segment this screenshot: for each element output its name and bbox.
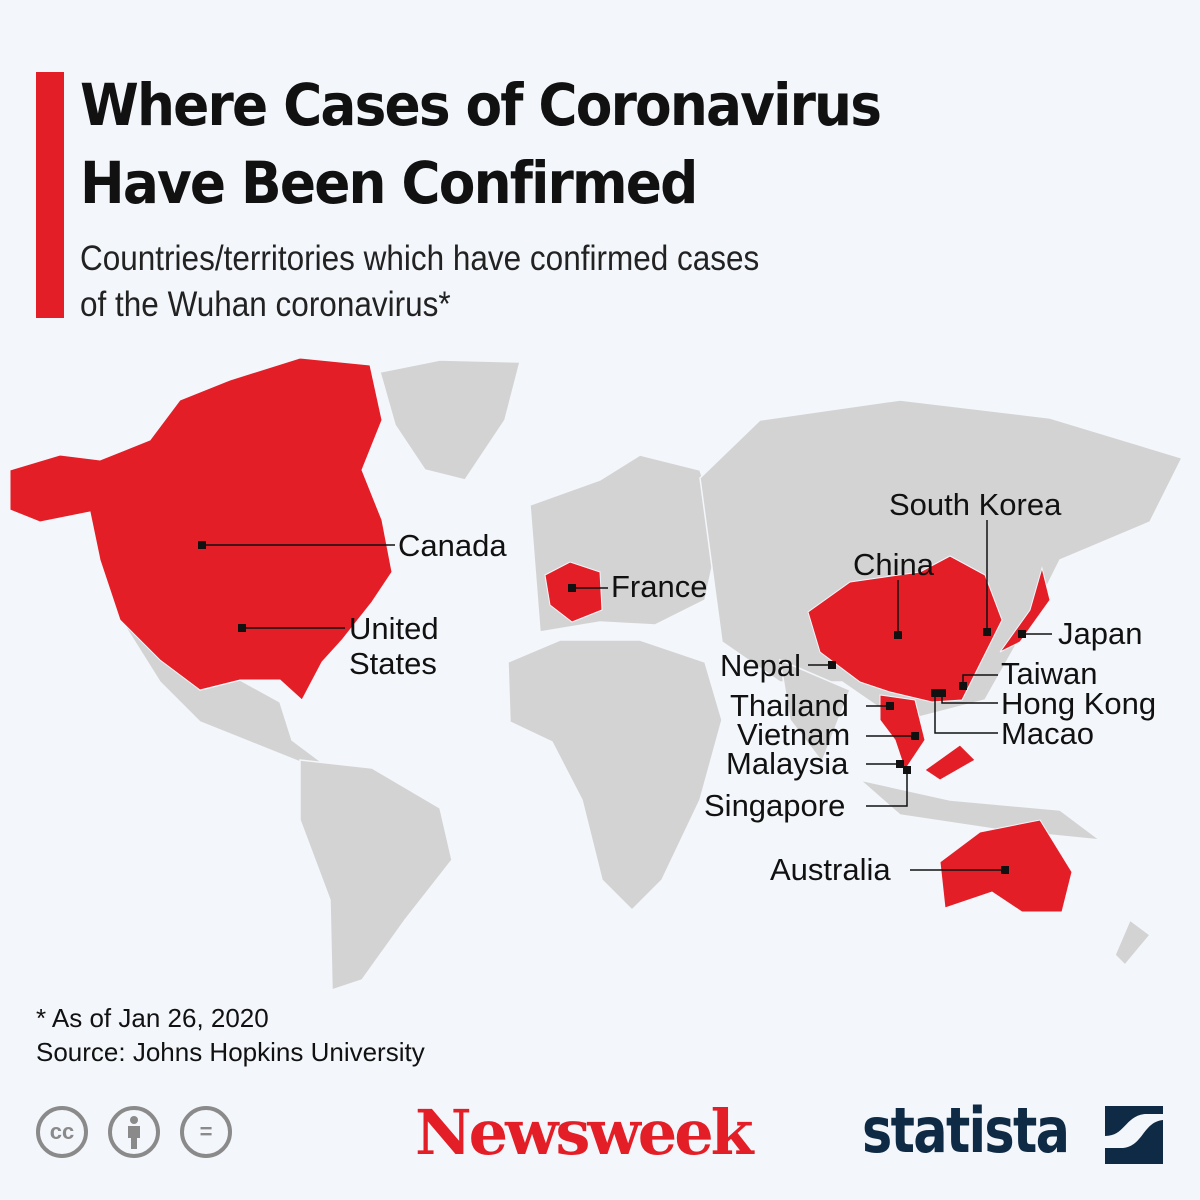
india [779, 658, 851, 764]
greenland [379, 359, 521, 481]
label-macao: Macao [1001, 716, 1094, 751]
cc-icon: cc [36, 1106, 88, 1158]
person-icon [108, 1106, 160, 1158]
north-america-red [9, 357, 393, 701]
label-south-korea: South Korea [889, 487, 1062, 522]
footnote: * As of Jan 26, 2020 [36, 1003, 269, 1033]
equals-icon: = [180, 1106, 232, 1158]
new-zealand [1114, 918, 1152, 967]
label-taiwan: Taiwan [1001, 656, 1098, 691]
china-red [807, 555, 1003, 703]
location-markers [198, 541, 1026, 874]
japan-red [999, 566, 1051, 653]
statista-logo: statista [862, 1094, 1070, 1167]
statista-logo-icon [1105, 1106, 1163, 1164]
label-vietnam: Vietnam [737, 717, 850, 752]
south-america [299, 759, 453, 992]
label-us-2: States [349, 646, 437, 681]
label-nepal: Nepal [720, 648, 801, 683]
source: Source: Johns Hopkins University [36, 1037, 425, 1067]
label-france: France [611, 569, 707, 604]
label-us-1: United [349, 611, 439, 646]
label-hong-kong: Hong Kong [1001, 686, 1156, 721]
newsweek-logo: Newsweek [415, 1096, 754, 1169]
label-canada: Canada [398, 528, 507, 563]
accent-bar [36, 72, 64, 318]
label-singapore: Singapore [704, 788, 845, 823]
borneo-red [924, 744, 976, 781]
label-thailand: Thailand [730, 688, 849, 723]
label-malaysia: Malaysia [726, 746, 849, 781]
africa [507, 639, 723, 912]
label-japan: Japan [1058, 616, 1142, 651]
page-title: Where Cases of Coronavirus Have Been Conf… [80, 71, 882, 217]
label-china: China [853, 547, 935, 582]
label-australia: Australia [770, 852, 891, 887]
indonesia [859, 779, 1103, 842]
subtitle: Countries/territories which have confirm… [80, 239, 760, 324]
